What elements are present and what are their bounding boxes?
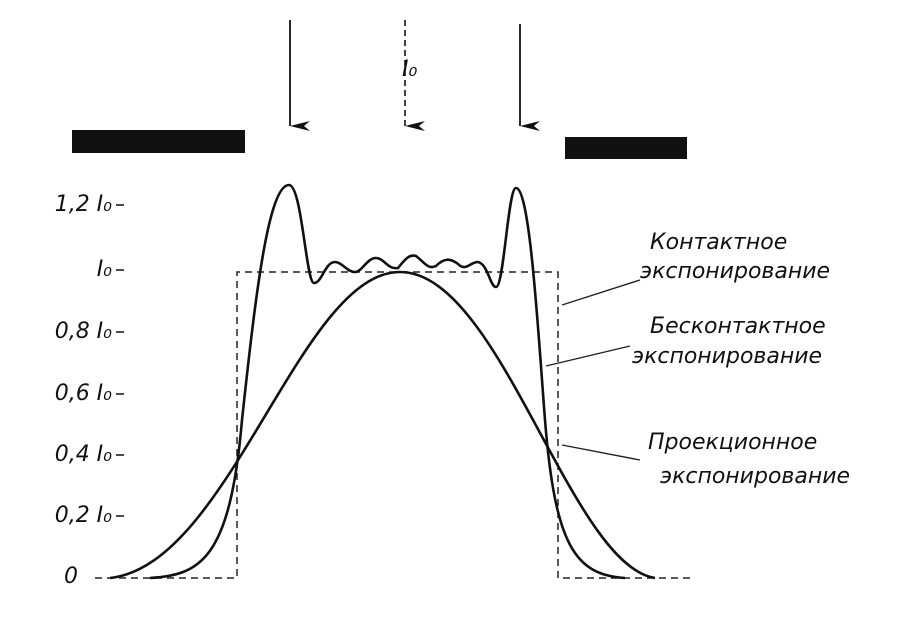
y-ticks	[116, 204, 124, 517]
mask	[565, 137, 687, 159]
y-label: 0,8 I₀	[55, 319, 112, 344]
leader-line	[561, 444, 641, 461]
y-label: 0,6 I₀	[55, 381, 112, 406]
curve-label: экспонирование	[640, 259, 830, 284]
y-label: 0,2 I₀	[55, 503, 112, 528]
mask	[72, 130, 245, 153]
y-label: 0	[64, 564, 78, 589]
proximity-profile	[149, 183, 626, 580]
top-label: I₀	[402, 57, 417, 82]
projection-profile	[109, 270, 656, 580]
y-labels: 1,2 I₀ I₀ 0,8 I₀ 0,6 I₀ 0,4 I₀ 0,2 I₀ 0	[55, 192, 112, 589]
curve-label: экспонирование	[660, 464, 850, 489]
leader-line	[561, 279, 641, 306]
y-label: 0,4 I₀	[55, 442, 112, 467]
curve-label: Проекционное	[648, 430, 817, 455]
curve-label: экспонирование	[632, 344, 822, 369]
y-label: I₀	[97, 257, 112, 282]
leader-line	[545, 345, 631, 367]
curve-label: Бесконтактное	[650, 314, 826, 339]
y-label: 1,2 I₀	[55, 192, 112, 217]
curve-label: Контактное	[650, 230, 787, 255]
contact-profile	[95, 271, 690, 579]
